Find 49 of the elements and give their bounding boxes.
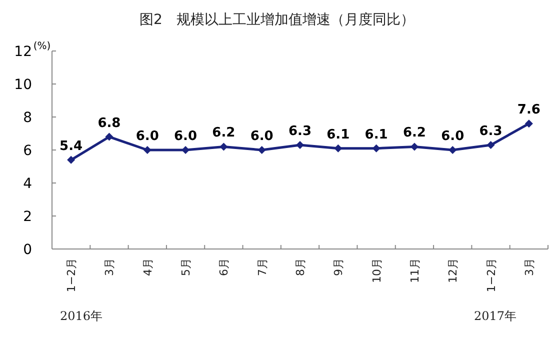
point <box>296 141 304 150</box>
x-tick-label: 12月 <box>446 258 460 283</box>
data-label: 6.0 <box>136 129 159 144</box>
data-label: 6.3 <box>479 124 502 140</box>
y-tick-label: 8 <box>23 110 32 126</box>
point <box>524 120 533 128</box>
y-tick-label: 0 <box>23 242 32 258</box>
point <box>258 146 266 154</box>
point <box>105 132 114 141</box>
data-label: 6.1 <box>326 127 350 142</box>
data-label: 6.0 <box>250 129 274 144</box>
point <box>372 144 380 152</box>
point <box>67 156 76 164</box>
point <box>486 141 495 150</box>
x-tick-label: 11月 <box>408 258 422 283</box>
point <box>143 146 152 154</box>
data-label: 6.0 <box>441 129 464 144</box>
data-label: 6.8 <box>98 116 121 131</box>
point <box>220 142 228 151</box>
y-tick-label: 4 <box>23 176 32 192</box>
x-tick-label: 5月 <box>180 258 193 276</box>
data-label: 5.4 <box>60 138 83 154</box>
x-tick-label: 8月 <box>294 258 307 276</box>
y-axis-title: (%) <box>33 41 51 52</box>
x-tick-label: 4月 <box>141 258 154 276</box>
y-tick-label: 12 <box>14 44 32 60</box>
x-tick-label: 7月 <box>256 258 269 276</box>
point <box>410 142 418 151</box>
chart-title: 图2 规模以上工业增加值增速（月度同比） <box>140 12 414 28</box>
data-label: 6.3 <box>288 124 312 140</box>
x-tick-label: 1−2月 <box>65 258 78 292</box>
x-tick-label: 3月 <box>522 258 536 276</box>
data-label: 6.0 <box>174 129 198 144</box>
text: 2016年 <box>60 309 103 323</box>
x-tick-label: 10月 <box>370 258 384 283</box>
x-tick-label: 9月 <box>332 258 346 276</box>
y-tick-label: 10 <box>14 77 32 93</box>
y-tick-label: 2 <box>23 209 32 225</box>
x-tick-label: 1−2月 <box>484 258 498 292</box>
data-label: 6.2 <box>212 126 236 141</box>
data-label: 7.6 <box>517 102 540 118</box>
point <box>334 144 342 152</box>
y-tick-label: 6 <box>23 143 32 159</box>
x-tick-label: 6月 <box>218 258 231 276</box>
data-label: 6.2 <box>402 126 426 141</box>
text: 2017年 <box>474 309 517 323</box>
x-tick-label: 3月 <box>103 258 116 276</box>
data-label: 6.1 <box>364 127 388 142</box>
point <box>448 146 457 154</box>
